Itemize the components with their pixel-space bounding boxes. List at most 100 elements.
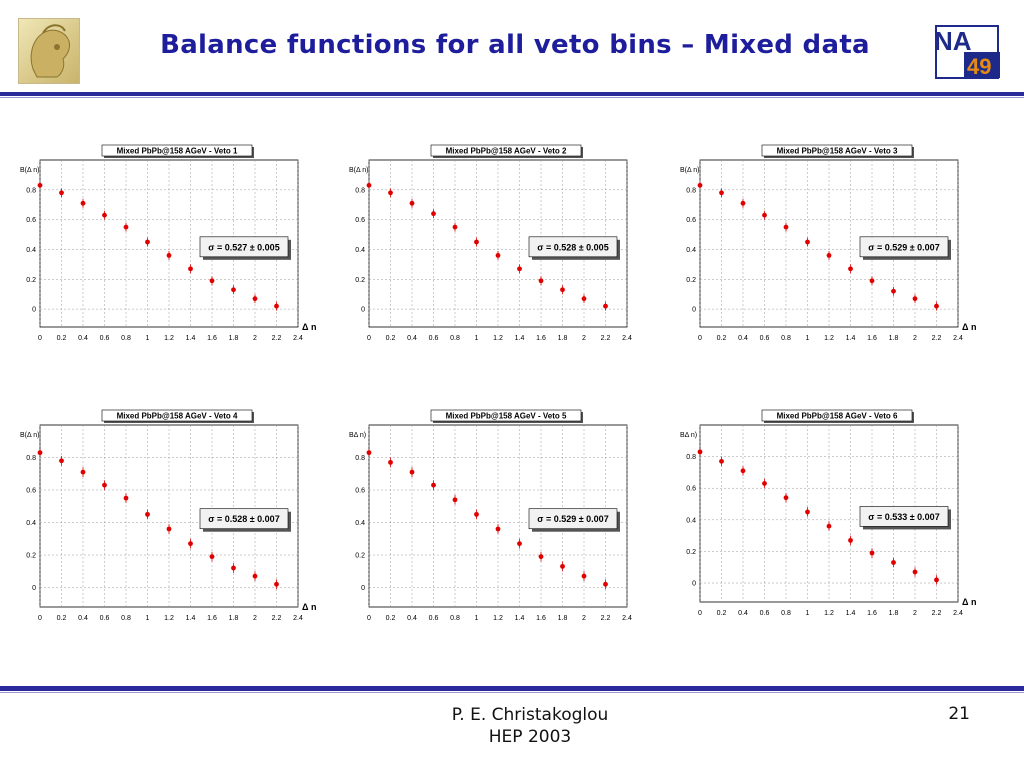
x-axis-label: Δ n [302,602,316,612]
y-axis-label: B(Δ n) [20,432,39,439]
x-tick-label: 2.2 [601,615,611,622]
x-tick-label: 1.4 [515,615,525,622]
x-tick-label: 0.2 [386,615,396,622]
data-point [740,200,746,206]
data-point [474,511,479,517]
y-tick-label: 0.4 [686,517,696,524]
data-point [209,278,215,284]
data-point [431,482,436,488]
data-point [274,581,279,587]
data-point [123,495,129,501]
x-tick-label: 0.2 [57,615,67,622]
footer-divider [0,686,1024,691]
stat-box [528,508,618,530]
x-tick-label: 0.8 [781,610,791,617]
y-axis-label: BΔ n) [349,432,366,439]
stat-box [199,236,289,258]
sigma-value-label: σ = 0.527 ± 0.005 [208,242,279,252]
x-tick-label: 1.6 [867,610,877,617]
sigma-value-label: σ = 0.528 ± 0.005 [537,242,608,252]
y-tick-label: 0 [32,585,36,592]
x-tick-label: 2.4 [293,615,303,622]
data-point [891,560,896,565]
x-tick-label: 2 [913,610,917,617]
chart-title: Mixed PbPb@158 AGeV - Veto 4 [117,412,238,421]
sigma-value-label: σ = 0.529 ± 0.007 [537,514,608,524]
y-tick-label: 0.8 [355,187,365,194]
data-point [762,481,767,486]
data-point [431,211,436,217]
data-point [934,577,939,583]
x-tick-label: 1.2 [164,335,174,342]
y-tick-label: 0.4 [686,247,696,254]
data-point [783,224,789,230]
chart-panel-veto-1: 0 0.2 0.4 0.6 0.8 1 1.2 1.4 1.6 1.8 2 2.2 2.4 0 0.2 0.4… [20,144,316,342]
x-tick-label: 0 [367,615,371,622]
data-point [188,541,193,547]
data-point [517,541,522,547]
data-point [869,278,875,284]
y-tick-label: 0.8 [26,455,36,462]
x-tick-label: 0.2 [717,610,727,617]
data-point [517,266,522,272]
x-tick-label: 1.8 [558,335,568,342]
x-tick-label: 2 [913,335,917,342]
x-tick-label: 0.4 [78,335,88,342]
title-box [101,409,253,422]
x-tick-label: 2.4 [622,335,632,342]
data-point [495,526,501,532]
data-point [719,190,724,196]
data-point [762,212,767,218]
x-tick-label: 1.4 [186,335,196,342]
x-tick-label: 0.2 [57,335,67,342]
title-box [430,144,582,157]
stat-box [528,236,618,258]
x-tick-label: 0 [367,335,371,342]
x-tick-label: 1 [475,615,479,622]
x-tick-label: 1 [146,335,150,342]
x-tick-label: 1 [806,610,810,617]
na49-logo: NA 49 [930,20,1004,82]
data-point [603,581,608,587]
title-box [761,409,913,422]
x-tick-label: 1.2 [164,615,174,622]
x-tick-label: 0.6 [429,615,439,622]
helmet-head-icon [30,29,70,78]
data-point [697,449,703,455]
x-tick-label: 0.2 [717,335,727,342]
x-tick-label: 2 [253,615,257,622]
title-box [430,409,582,422]
header-divider [0,92,1024,96]
x-tick-label: 0.8 [450,615,460,622]
y-tick-label: 0.2 [355,277,365,284]
data-point [603,303,608,309]
y-tick-label: 0.6 [686,486,696,493]
x-tick-label: 0.8 [121,335,131,342]
data-point [826,253,832,258]
sigma-value-label: σ = 0.529 ± 0.007 [868,242,939,252]
x-tick-label: 1.6 [867,335,877,342]
x-tick-label: 2.4 [293,335,303,342]
chart-panel-veto-3: 0 0.2 0.4 0.6 0.8 1 1.2 1.4 1.6 1.8 2 2.2 2.4 0 0.2 0.4… [680,144,976,342]
y-axis-label: BΔ n) [680,432,697,439]
stat-box [859,506,949,527]
data-point [37,450,43,456]
x-tick-label: 2.2 [601,335,611,342]
data-point [102,482,107,488]
data-point [805,239,810,245]
x-tick-label: 0.6 [100,615,110,622]
data-point [37,182,43,188]
x-tick-label: 1.8 [889,610,899,617]
data-point [848,537,853,543]
x-tick-label: 1.4 [186,615,196,622]
data-point [166,526,172,532]
data-point [848,266,853,272]
chart-panel-veto-2: 0 0.2 0.4 0.6 0.8 1 1.2 1.4 1.6 1.8 2 2.2 2.4 0 0.2 0.4… [349,144,632,342]
y-tick-label: 0 [692,581,696,588]
x-tick-label: 0.6 [429,335,439,342]
data-point [495,253,501,258]
data-point [474,239,479,245]
footer-author: P. E. Christakoglou [451,705,609,725]
y-tick-label: 0.8 [686,454,696,461]
data-point [805,509,810,515]
